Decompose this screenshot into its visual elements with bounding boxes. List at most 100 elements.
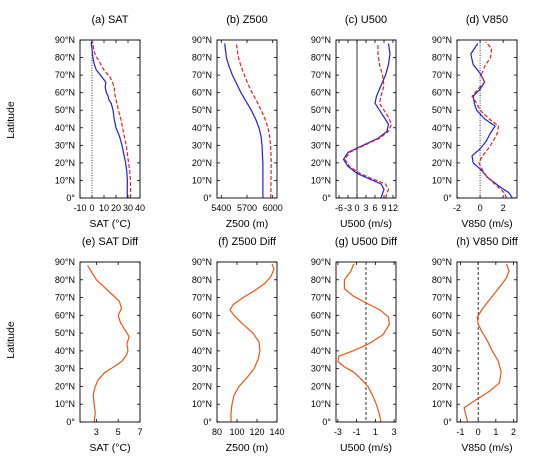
panel-e-ytick-label: 60°N	[55, 310, 75, 320]
panel-b-ytick-label: 90°N	[192, 35, 212, 45]
panel-d-title: (d) V850	[466, 14, 508, 26]
panel-f-ytick-label: 70°N	[192, 293, 212, 303]
panel-g-ytick-label: 50°N	[311, 328, 331, 338]
panel-d-ytick-label: 60°N	[432, 88, 452, 98]
panel-e-frame	[79, 261, 141, 423]
panel-a-ytick-label: 0°	[66, 193, 75, 203]
panel-f-xlabel: Z500 (m)	[226, 442, 269, 454]
panel-d-xtick-label: 2	[501, 203, 506, 213]
panel-f-xtick-label: 100	[229, 427, 244, 437]
panel-b-ytick-label: 0°	[203, 193, 212, 203]
panel-e: (e) SAT Diff 0° 10°N 20°N 30°N 40°N 50°N 60°N 70…	[55, 236, 143, 454]
panel-a-ytick-label: 60°N	[55, 88, 75, 98]
panel-e-title: (e) SAT Diff	[82, 236, 139, 248]
panel-d-xlabel: V850 (m/s)	[461, 218, 512, 230]
panel-d-ytick-label: 80°N	[432, 53, 452, 63]
panel-c-ytick-label: 80°N	[311, 53, 331, 63]
panel-h-ytick-label: 90°N	[432, 257, 452, 267]
panel-f-ytick-label: 0°	[203, 417, 212, 427]
panel-b-xtick-label: 5700	[237, 203, 257, 213]
panel-a-ytick-label: 50°N	[55, 105, 75, 115]
panel-c-xtick-label: -3	[344, 203, 352, 213]
panel-a-series-dashed	[92, 41, 132, 199]
panel-h-ytick-label: 50°N	[432, 328, 452, 338]
panel-c-xtick-label: 3	[363, 203, 368, 213]
panel-a-ytick-label: 80°N	[55, 53, 75, 63]
panel-b-title: (b) Z500	[226, 14, 268, 26]
panel-d-ytick-label: 90°N	[432, 35, 452, 45]
panel-a-ytick-label: 40°N	[55, 123, 75, 133]
panel-f-frame	[216, 261, 278, 423]
panel-e-xtick-label: 5	[116, 427, 121, 437]
panel-h-series-solid	[463, 263, 510, 423]
panel-h-ytick-label: 40°N	[432, 346, 452, 356]
panel-h-xtick-label: -1	[457, 427, 465, 437]
panel-h-ytick-label: 30°N	[432, 364, 452, 374]
panel-e-xtick-label: 3	[94, 427, 99, 437]
panel-f-ytick-label: 20°N	[192, 381, 212, 391]
panel-c-series-solid	[342, 43, 391, 199]
panel-f-ytick-label: 40°N	[192, 346, 212, 356]
panel-a-series-solid	[90, 41, 129, 199]
panel-h-xtick-label: 1	[493, 427, 498, 437]
panel-c-xtick-label: 9	[381, 203, 386, 213]
panel-h-ytick-label: 10°N	[432, 399, 452, 409]
panel-h-ytick-label: 70°N	[432, 293, 452, 303]
panel-g-ytick-label: 0°	[322, 417, 331, 427]
panel-c-ytick-label: 40°N	[311, 123, 331, 133]
panel-b-ytick-label: 60°N	[192, 88, 212, 98]
panel-c-ytick-label: 60°N	[311, 88, 331, 98]
panel-h-xlabel: V850 (m/s)	[461, 442, 512, 454]
panel-f-ytick-label: 50°N	[192, 328, 212, 338]
panel-a: (a) SAT 0° 10°N 20°N 30°N 40°N 50°N 60°N 70°N 80°…	[55, 14, 145, 230]
panel-b-ytick-label: 40°N	[192, 123, 212, 133]
panel-d-ytick-label: 20°N	[432, 158, 452, 168]
panel-h-frame	[456, 261, 518, 423]
panel-b-xtick-label: 5400	[211, 203, 231, 213]
panel-g-frame	[335, 261, 397, 423]
panel-c-xlabel: U500 (m/s)	[340, 218, 392, 230]
panel-c-xtick-label: 0	[354, 203, 359, 213]
panel-d: (d) V850 0° 10°N 20°N 30°N 40°N 50°N 60°N 70°N 80…	[432, 14, 518, 230]
panel-h: (h) V850 Diff 0° 10°N 20°N 30°N 40°N 50°N 60°N 7…	[432, 236, 519, 454]
panel-b-frame	[216, 39, 278, 199]
panel-f-xtick-label: 80	[212, 427, 222, 437]
panel-f-ytick-label: 30°N	[192, 364, 212, 374]
ylabel-bottom: Latitude	[5, 321, 17, 359]
panel-f-series-solid	[229, 263, 275, 422]
panel-c-ytick-label: 20°N	[311, 158, 331, 168]
panel-e-ytick-label: 70°N	[55, 293, 75, 303]
panel-e-ytick-label: 0°	[66, 417, 75, 427]
panel-b: (b) Z500 0° 10°N 20°N 30°N 40°N 50°N 60°N 70°N 80…	[192, 14, 283, 230]
panel-c-ytick-label: 50°N	[311, 105, 331, 115]
panel-c-xtick-label: 6	[372, 203, 377, 213]
panel-g-ytick-label: 40°N	[311, 346, 331, 356]
panel-c-title: (c) U500	[345, 14, 387, 26]
panel-a-xtick-label: 0	[89, 203, 94, 213]
panel-e-ytick-label: 40°N	[55, 346, 75, 356]
panel-d-ytick-label: 30°N	[432, 140, 452, 150]
panel-h-xtick-label: 0	[476, 427, 481, 437]
panel-a-xtick-label: 30	[123, 203, 133, 213]
panel-f-xtick-label: 120	[249, 427, 264, 437]
panel-a-xtick-label: 40	[135, 203, 145, 213]
panel-b-series-dashed	[235, 43, 272, 199]
panel-a-ytick-label: 70°N	[55, 70, 75, 80]
panel-g-xtick-label: -3	[334, 427, 342, 437]
panel-c-ytick-label: 10°N	[311, 175, 331, 185]
panel-d-xtick-label: -2	[453, 203, 461, 213]
panel-d-ytick-label: 50°N	[432, 105, 452, 115]
panel-a-frame	[79, 39, 141, 199]
panel-g-title: (g) U500 Diff	[335, 236, 398, 248]
panel-f-ytick-label: 10°N	[192, 399, 212, 409]
panel-e-ytick-label: 30°N	[55, 364, 75, 374]
panel-b-series-solid	[224, 43, 264, 198]
panel-g-ytick-label: 30°N	[311, 364, 331, 374]
panel-h-ytick-label: 0°	[443, 417, 452, 427]
panel-g-ytick-label: 70°N	[311, 293, 331, 303]
panel-a-xtick-label: -10	[73, 203, 86, 213]
panel-d-frame	[456, 39, 518, 199]
panel-c-ytick-label: 70°N	[311, 70, 331, 80]
panel-d-ytick-label: 40°N	[432, 123, 452, 133]
panel-b-ytick-label: 20°N	[192, 158, 212, 168]
